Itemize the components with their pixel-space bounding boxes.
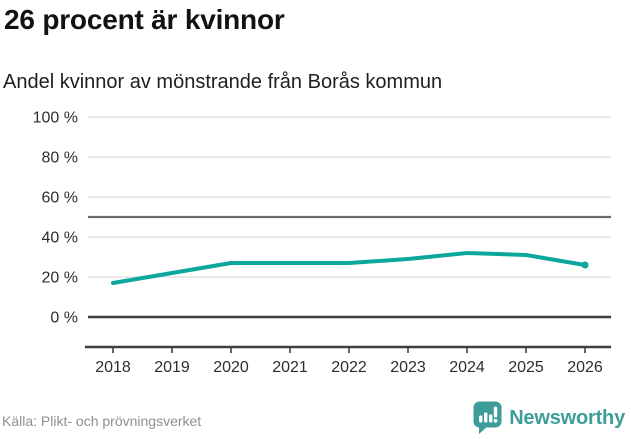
x-axis-tick-label: 2025 [508, 359, 544, 376]
x-axis-tick-label: 2020 [213, 359, 249, 376]
newsworthy-logo-icon [473, 401, 502, 434]
data-line [111, 251, 587, 285]
x-axis-tick-label: 2026 [567, 359, 603, 376]
x-axis-tick-label: 2018 [95, 359, 131, 376]
y-axis-tick-label: 0 % [50, 310, 78, 327]
newsworthy-logo: Newsworthy [473, 401, 625, 435]
y-axis-tick-label: 20 % [42, 270, 78, 287]
y-axis-tick-label: 60 % [42, 190, 78, 207]
x-axis-tick-label: 2019 [154, 359, 190, 376]
x-axis-tick-label: 2024 [449, 359, 485, 376]
source-note: Källa: Plikt- och prövningsverket [2, 413, 202, 429]
x-axis-tick-label: 2023 [390, 359, 426, 376]
newsworthy-logo-text: Newsworthy [509, 406, 625, 429]
x-axis-tick-label: 2022 [331, 359, 367, 376]
y-axis-tick-label: 40 % [42, 230, 78, 247]
x-axis-tick-label: 2021 [272, 359, 308, 376]
line-end-dot [581, 261, 589, 269]
chart-subtitle: Andel kvinnor av mönstrande från Borås k… [3, 71, 443, 93]
y-axis-tick-label: 80 % [42, 150, 78, 167]
chart-title: 26 procent är kvinnor [4, 4, 285, 35]
y-axis-tick-label: 100 % [33, 110, 78, 127]
